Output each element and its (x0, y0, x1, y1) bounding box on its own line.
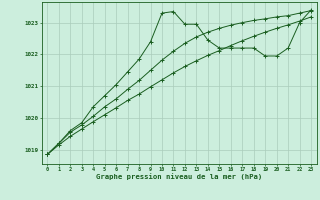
X-axis label: Graphe pression niveau de la mer (hPa): Graphe pression niveau de la mer (hPa) (96, 173, 262, 180)
